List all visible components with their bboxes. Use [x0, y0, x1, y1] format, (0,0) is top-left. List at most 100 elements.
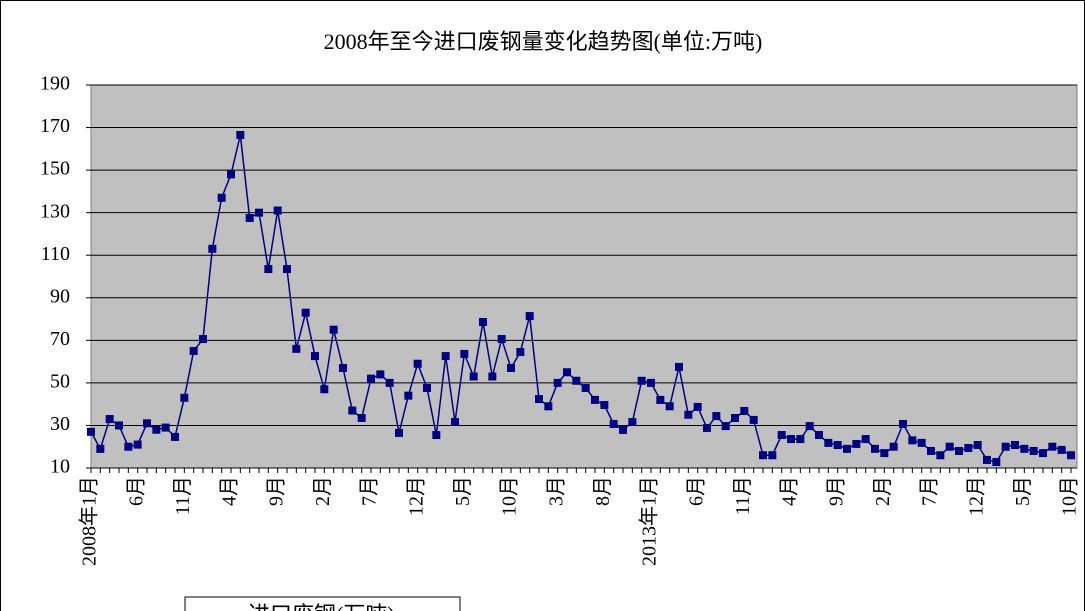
data-point	[395, 428, 403, 437]
data-point	[105, 415, 114, 424]
data-point	[843, 444, 851, 453]
x-tick-label: 11月	[172, 476, 194, 515]
data-point	[917, 438, 926, 447]
y-tick-label: 110	[41, 243, 70, 265]
data-point	[451, 418, 459, 427]
y-tick-label: 130	[40, 200, 70, 222]
data-point	[432, 431, 441, 440]
data-point	[535, 395, 543, 404]
data-point	[152, 425, 161, 434]
x-tick-label: 4月	[779, 476, 801, 506]
legend-label: 进口废钢(万吨)	[248, 602, 395, 611]
data-point	[1048, 442, 1057, 451]
data-point	[796, 435, 805, 444]
x-tick-label: 3月	[545, 476, 567, 506]
data-point	[115, 421, 123, 430]
data-point	[647, 378, 655, 387]
x-tick-label: 12月	[405, 476, 427, 516]
data-point	[861, 435, 870, 444]
data-point	[927, 446, 935, 455]
x-tick-label: 4月	[219, 476, 241, 506]
legend-box	[184, 596, 461, 611]
data-point	[787, 435, 795, 444]
data-point	[684, 410, 693, 419]
x-tick-label: 8月	[592, 476, 614, 506]
y-tick-label: 10	[50, 456, 70, 478]
data-point	[376, 370, 385, 379]
x-tick-label: 7月	[919, 476, 941, 506]
data-point	[516, 348, 525, 357]
x-tick-label: 2013年1月	[638, 476, 661, 566]
data-point	[665, 402, 674, 411]
data-point	[1039, 449, 1047, 458]
data-point	[973, 441, 982, 450]
data-point	[805, 422, 814, 431]
data-point	[413, 359, 422, 368]
data-point	[544, 402, 553, 411]
data-point	[992, 458, 1001, 467]
data-point	[404, 391, 413, 400]
data-point	[143, 419, 151, 428]
data-point	[255, 208, 263, 217]
x-tick-label: 5月	[452, 476, 474, 506]
data-point	[320, 385, 329, 394]
data-point	[96, 444, 105, 453]
data-point	[609, 419, 618, 428]
data-point	[479, 318, 487, 327]
data-point	[488, 372, 497, 381]
plot-area	[90, 84, 1078, 469]
data-point	[675, 362, 683, 371]
x-tick-label: 9月	[265, 476, 287, 506]
data-point	[236, 131, 245, 140]
data-point	[189, 346, 198, 355]
data-point	[824, 438, 833, 447]
x-tick-label: 2月	[312, 476, 334, 506]
x-tick-label: 5月	[1012, 476, 1034, 506]
data-point	[161, 423, 170, 432]
x-tick-label: 2008年1月	[78, 476, 101, 566]
data-point	[329, 325, 338, 334]
data-point	[815, 431, 823, 440]
x-tick-label: 12月	[965, 476, 987, 516]
data-point	[1029, 446, 1038, 455]
data-point	[367, 374, 375, 383]
data-point	[87, 427, 95, 436]
data-point	[311, 352, 319, 361]
data-point	[208, 244, 217, 253]
data-point	[245, 213, 254, 222]
data-point	[1011, 441, 1019, 450]
data-point	[693, 402, 702, 411]
data-point	[497, 335, 506, 344]
y-tick-label: 150	[40, 158, 70, 180]
data-point	[721, 422, 730, 431]
data-point	[908, 436, 917, 445]
data-point	[301, 308, 310, 317]
data-point	[731, 413, 739, 422]
data-point	[880, 449, 889, 458]
data-point	[833, 441, 842, 450]
data-point	[628, 418, 637, 427]
data-point	[637, 376, 646, 385]
x-tick-label: 7月	[359, 476, 381, 506]
data-point	[600, 401, 609, 410]
y-tick-label: 70	[50, 328, 70, 350]
data-point	[525, 312, 534, 321]
data-point	[553, 378, 562, 387]
data-point	[385, 378, 394, 387]
chart-title: 2008年至今进口废钢量变化趋势图(单位:万吨)	[324, 29, 763, 54]
data-point	[852, 439, 861, 448]
x-tick-label: 10月	[499, 476, 521, 516]
data-point	[227, 170, 235, 179]
data-point	[964, 443, 973, 452]
y-tick-label: 90	[50, 285, 70, 307]
data-point	[348, 406, 357, 415]
data-point	[171, 432, 179, 441]
data-point	[469, 372, 478, 381]
data-point	[749, 415, 758, 424]
data-point	[563, 368, 571, 377]
y-tick-label: 50	[50, 370, 70, 392]
x-tick-label: 6月	[685, 476, 707, 506]
data-point	[581, 383, 590, 392]
data-point	[283, 265, 291, 274]
